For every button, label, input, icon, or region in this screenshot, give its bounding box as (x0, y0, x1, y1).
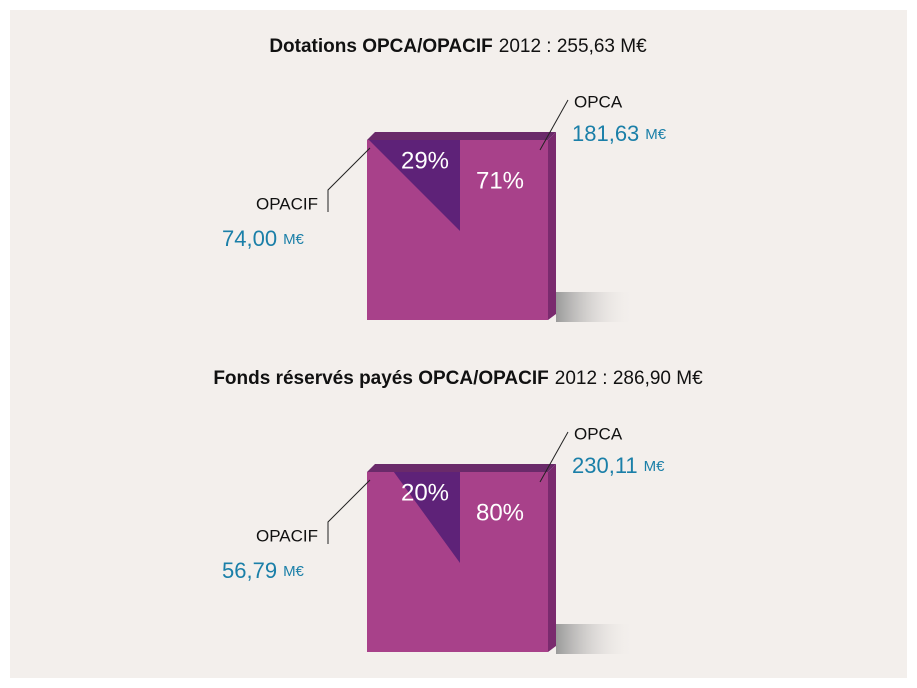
leader-line (539, 431, 569, 483)
amount-label: 56,79 M€ (222, 558, 305, 583)
leader-line (539, 99, 569, 151)
title-bold: Dotations OPCA/OPACIF (269, 36, 492, 57)
title-rest: 2012 : 255,63 M€ (499, 36, 647, 57)
amount-label: 74,00 M€ (222, 226, 305, 251)
title-rest: 2012 : 286,90 M€ (555, 368, 703, 389)
side-face (548, 132, 556, 320)
amount-unit: M€ (645, 126, 666, 143)
value-label: 80% (476, 499, 524, 526)
amount-unit: M€ (283, 231, 304, 248)
amount-value: 230,11 (572, 453, 638, 478)
title-bold: Fonds réservés payés OPCA/OPACIF (213, 368, 548, 389)
top-face (367, 464, 556, 472)
value-label: 29% (401, 147, 449, 174)
amount-value: 74,00 (222, 226, 277, 251)
category-label: OPCA (574, 92, 623, 111)
amount-value: 56,79 (222, 558, 277, 583)
slice (393, 472, 460, 563)
chart-title: Dotations OPCA/OPACIF 2012 : 255,63 M€ (269, 36, 647, 57)
shadow (556, 292, 634, 322)
amount-label: 230,11 M€ (572, 453, 665, 478)
slice (369, 140, 460, 231)
value-label: 71% (476, 167, 524, 194)
amount-unit: M€ (644, 458, 665, 475)
category-label: OPACIF (256, 194, 318, 213)
leader-line (327, 479, 371, 544)
category-label: OPACIF (256, 526, 318, 545)
amount-value: 181,63 (572, 121, 639, 146)
chart-title: Fonds réservés payés OPCA/OPACIF 2012 : 2… (213, 368, 703, 389)
category-label: OPCA (574, 424, 623, 443)
amount-label: 181,63 M€ (572, 121, 667, 146)
leader-line (327, 147, 371, 212)
shadow (556, 624, 634, 654)
amount-unit: M€ (283, 563, 304, 580)
side-face (548, 464, 556, 652)
value-label: 20% (401, 479, 449, 506)
top-face (367, 132, 556, 140)
